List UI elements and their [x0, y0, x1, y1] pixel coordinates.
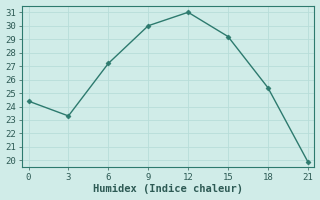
X-axis label: Humidex (Indice chaleur): Humidex (Indice chaleur) [93, 184, 243, 194]
